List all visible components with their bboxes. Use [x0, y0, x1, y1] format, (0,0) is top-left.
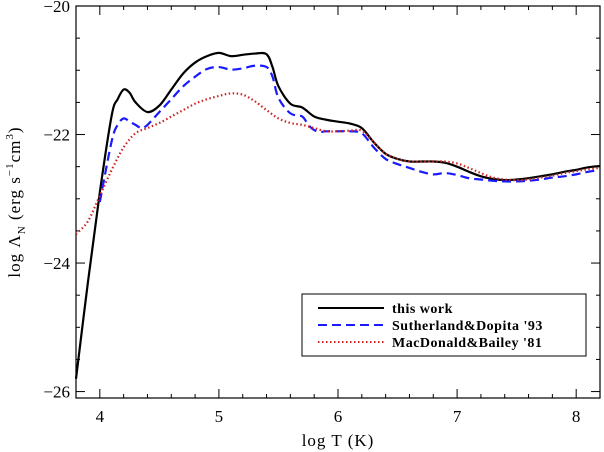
x-tick-label: 6	[334, 407, 343, 426]
x-tick-label: 4	[96, 407, 105, 426]
y-axis-title: log ΛN (erg s−1cm3)	[4, 126, 28, 277]
y-axis-title-units-mid: cm	[5, 140, 24, 163]
legend-label-macdonald: MacDonald&Bailey '81	[392, 336, 542, 351]
y-axis-title-main: log Λ	[5, 234, 24, 277]
x-tick-label: 8	[572, 407, 581, 426]
y-axis-title-exp2: 3	[4, 133, 16, 140]
x-tick-label: 5	[215, 407, 224, 426]
axis-tick-labels: 4 5 6 7 8 −26 −24 −22 −20	[43, 0, 580, 426]
legend-label-sutherland: Sutherland&Dopita '93	[392, 319, 543, 334]
y-axis-title-units-open: (erg s	[5, 176, 24, 225]
y-tick-label: −22	[43, 126, 70, 145]
y-axis-title-exp1: −1	[4, 162, 16, 176]
series-line-macdonald-bailey	[75, 92, 601, 235]
x-axis-title: log T (K)	[302, 431, 375, 450]
y-axis-title-sub: N	[16, 225, 28, 234]
x-tick-label: 7	[453, 407, 462, 426]
legend-label-this-work: this work	[392, 302, 453, 317]
y-tick-label: −20	[43, 0, 70, 16]
legend: this work Sutherland&Dopita '93 MacDonal…	[301, 293, 587, 357]
series-layer	[74, 51, 601, 379]
y-axis-title-units-close: )	[5, 126, 24, 133]
axis-ticks	[76, 5, 600, 398]
y-tick-label: −26	[43, 383, 70, 402]
y-tick-label: −24	[43, 254, 70, 273]
series-line-sutherland-dopita	[98, 64, 601, 203]
series-line-this-work	[74, 51, 601, 379]
